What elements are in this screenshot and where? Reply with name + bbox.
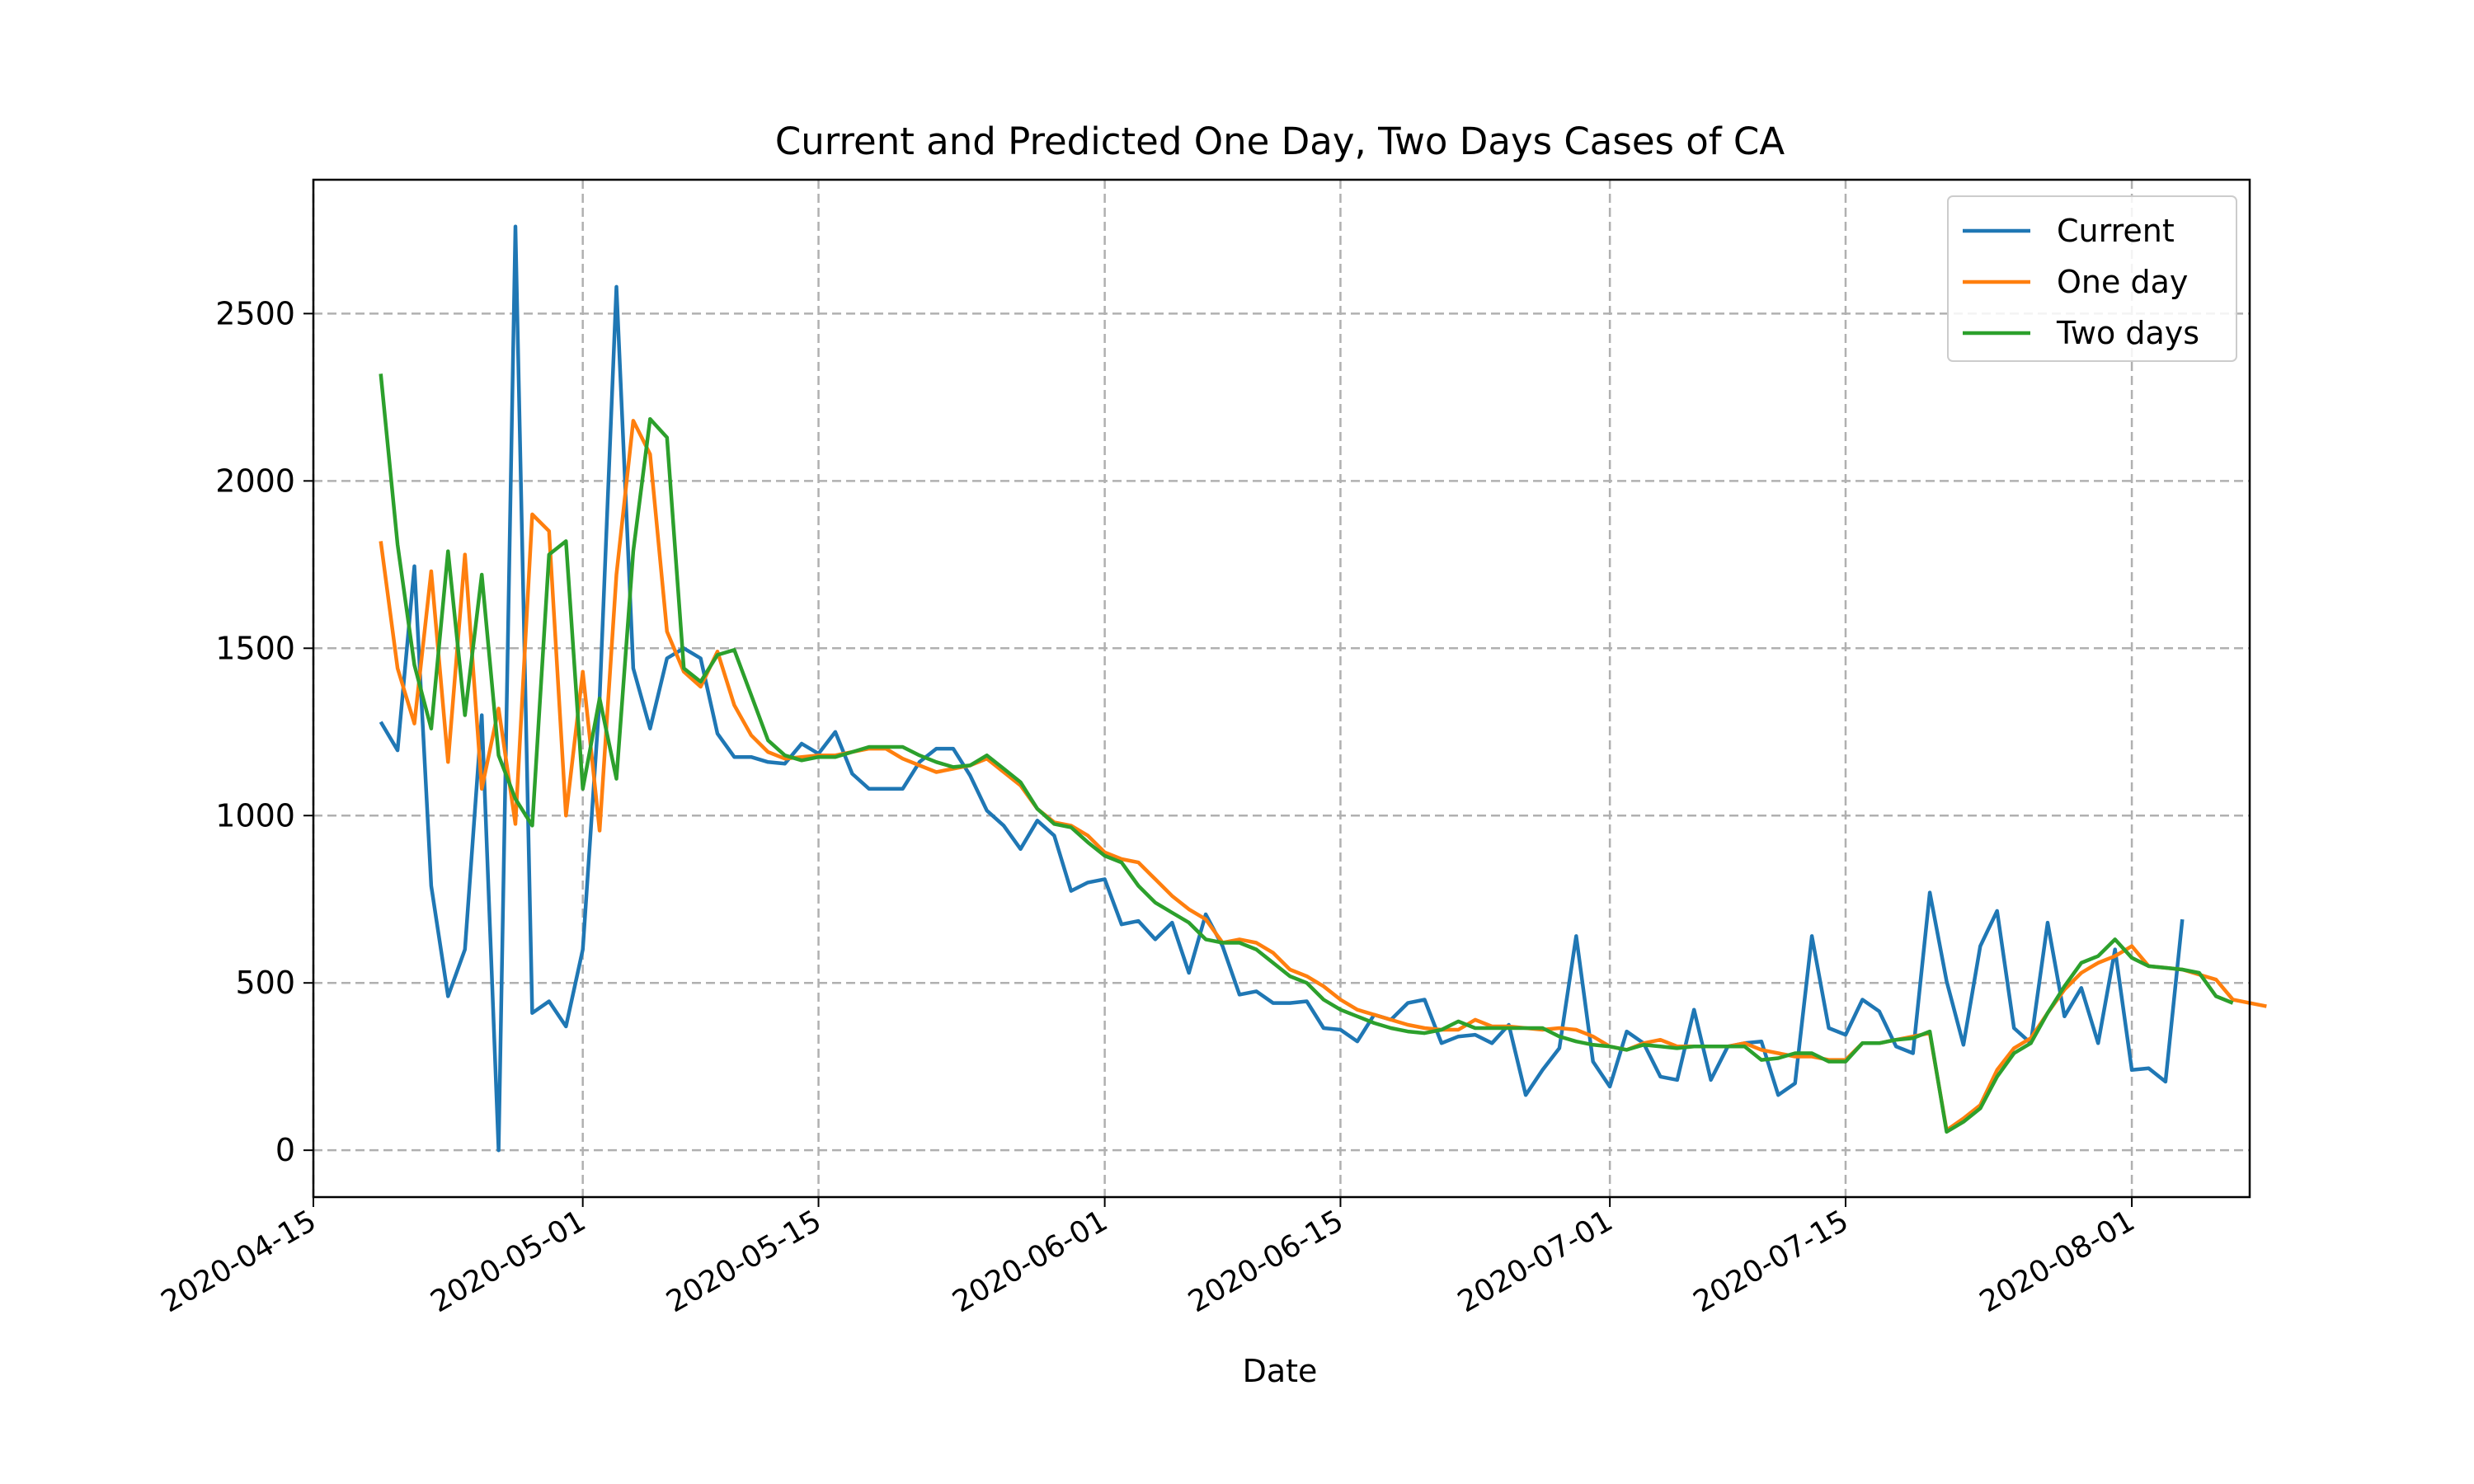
legend-label: Two days [2056,315,2199,351]
legend-label: One day [2057,264,2188,300]
y-tick-label: 0 [275,1132,295,1168]
series-line-3 [379,373,2234,1134]
y-axis: 0 500 1000 1500 2000 2500 [215,295,313,1168]
series-line-2 [379,419,2267,1133]
x-axis-label: Date [1243,1353,1318,1389]
y-tick-label: 1000 [215,797,295,834]
chart-title: Current and Predicted One Day, Two Days … [775,120,1785,163]
y-tick-label: 1500 [215,630,295,666]
series-lines [379,224,2267,1153]
y-tick-label: 500 [235,965,295,1001]
legend-box [1947,195,2237,362]
y-tick-label: 2500 [215,295,295,331]
y-tick-label: 2000 [215,463,295,499]
plot-frame [312,178,2251,1199]
legend-label: Current [2057,213,2175,249]
legend: Current One day Two days [1947,195,2237,362]
